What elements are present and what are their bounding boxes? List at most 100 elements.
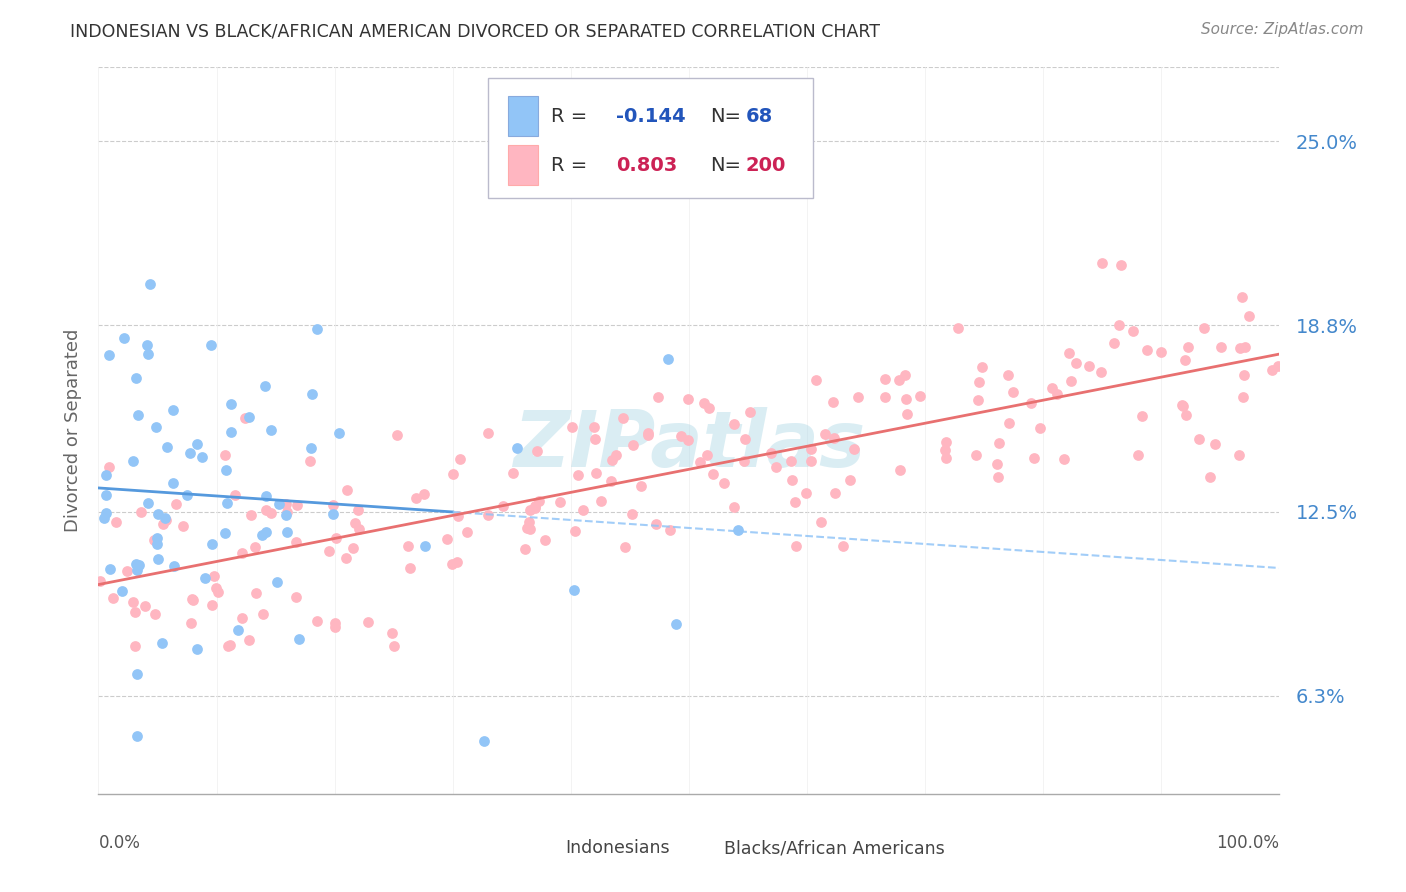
Point: [1171, 400, 1194, 414]
Point: [1091, 256, 1114, 270]
Point: [405, 491, 427, 506]
Point: [693, 396, 716, 410]
Point: [344, 516, 367, 531]
Point: [972, 359, 994, 374]
Point: [243, 540, 266, 554]
Point: [1171, 398, 1194, 412]
Point: [1229, 341, 1251, 355]
Text: 0.0%: 0.0%: [98, 834, 141, 852]
Point: [519, 522, 541, 536]
Point: [533, 533, 555, 547]
Point: [515, 542, 537, 557]
Point: [190, 450, 212, 464]
Point: [215, 463, 238, 477]
Point: [1136, 343, 1159, 357]
Point: [253, 379, 276, 393]
Point: [526, 444, 548, 458]
Point: [121, 454, 143, 468]
Point: [357, 615, 380, 629]
Point: [139, 277, 162, 291]
Point: [125, 558, 148, 572]
Point: [935, 435, 957, 450]
Point: [318, 544, 340, 558]
Point: [637, 428, 659, 442]
Point: [637, 425, 659, 440]
Point: [1122, 324, 1144, 338]
Point: [779, 454, 801, 468]
Point: [583, 419, 606, 434]
Point: [806, 373, 828, 387]
Text: 100.0%: 100.0%: [1216, 834, 1279, 852]
Point: [226, 623, 249, 637]
Text: Source: ZipAtlas.com: Source: ZipAtlas.com: [1201, 22, 1364, 37]
Point: [323, 615, 346, 630]
Point: [200, 338, 222, 352]
Point: [254, 503, 277, 517]
Point: [780, 473, 803, 487]
Point: [124, 639, 146, 653]
Text: INDONESIAN VS BLACK/AFRICAN AMERICAN DIVORCED OR SEPARATED CORRELATION CHART: INDONESIAN VS BLACK/AFRICAN AMERICAN DIV…: [70, 22, 880, 40]
Point: [1227, 448, 1250, 462]
Point: [415, 539, 437, 553]
Point: [600, 474, 623, 488]
Point: [89, 574, 111, 589]
Point: [986, 470, 1008, 484]
Point: [785, 539, 807, 553]
Point: [162, 476, 184, 491]
Point: [1232, 390, 1254, 404]
Point: [146, 508, 169, 522]
Point: [561, 420, 583, 434]
Point: [180, 591, 202, 606]
Point: [814, 427, 837, 442]
Point: [285, 498, 308, 512]
Point: [645, 517, 668, 532]
Point: [1150, 344, 1173, 359]
Point: [506, 441, 529, 455]
Point: [477, 425, 499, 440]
Point: [276, 505, 298, 519]
Point: [873, 390, 896, 404]
Point: [224, 488, 246, 502]
Point: [889, 373, 911, 387]
FancyBboxPatch shape: [488, 78, 813, 198]
Point: [1232, 290, 1254, 304]
Point: [614, 540, 637, 554]
Point: [115, 564, 138, 578]
Point: [527, 493, 550, 508]
Point: [127, 563, 149, 577]
Point: [896, 392, 918, 406]
Point: [299, 442, 322, 456]
Point: [155, 513, 177, 527]
Point: [186, 437, 208, 451]
Point: [1002, 385, 1025, 400]
Point: [472, 734, 495, 748]
Point: [165, 497, 187, 511]
Point: [946, 320, 969, 334]
Bar: [689, 835, 714, 862]
Point: [1019, 396, 1042, 410]
Point: [221, 397, 243, 411]
Point: [112, 331, 135, 345]
Point: [336, 483, 359, 497]
Point: [436, 532, 458, 546]
Point: [524, 499, 547, 513]
Point: [325, 531, 347, 545]
Point: [124, 605, 146, 619]
Y-axis label: Divorced or Separated: Divorced or Separated: [63, 329, 82, 532]
Point: [1234, 340, 1257, 354]
Point: [831, 539, 853, 553]
Point: [274, 497, 297, 511]
Point: [621, 438, 644, 452]
Point: [1057, 346, 1080, 360]
Point: [676, 433, 699, 447]
Point: [98, 460, 121, 475]
Point: [967, 375, 990, 389]
Text: N=: N=: [710, 107, 741, 126]
Point: [564, 524, 586, 539]
Point: [699, 401, 721, 415]
Point: [934, 442, 956, 457]
Point: [266, 574, 288, 589]
Text: 0.803: 0.803: [616, 155, 676, 175]
Point: [524, 501, 547, 516]
Point: [201, 537, 224, 551]
